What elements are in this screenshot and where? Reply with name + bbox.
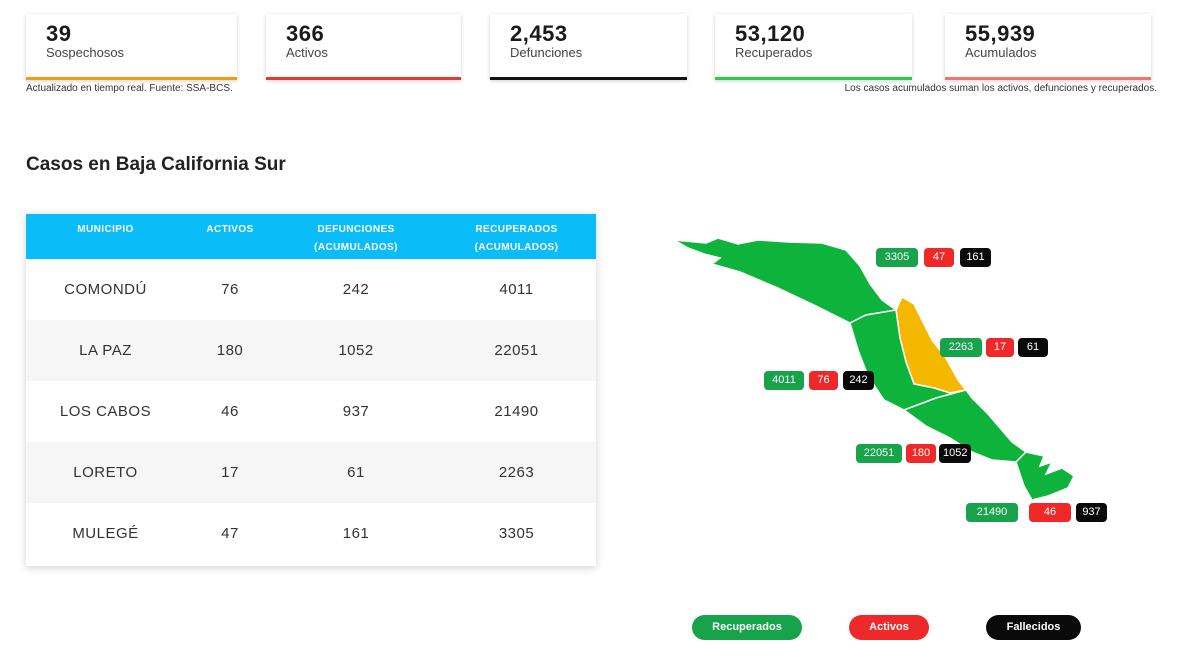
cell-recuperados: 22051 bbox=[494, 342, 539, 359]
stat-underline bbox=[26, 77, 237, 80]
stats-bar: 39 Sospechosos 366 Activos 2,453 Defunci… bbox=[26, 14, 1158, 80]
table-row: LA PAZ 180 1052 22051 bbox=[26, 320, 596, 381]
map-badge-loreto-activos: 17 bbox=[986, 338, 1014, 357]
map-badge-comondu-recuperados: 4011 bbox=[764, 371, 804, 390]
map-region-mulege[interactable] bbox=[673, 237, 898, 324]
stat-underline bbox=[945, 77, 1151, 80]
cell-municipio: LA PAZ bbox=[79, 342, 132, 359]
map-badge-mulege-activos: 47 bbox=[924, 248, 954, 267]
stat-card-acumulados: 55,939 Acumulados bbox=[945, 14, 1151, 80]
stat-underline bbox=[266, 77, 461, 80]
stat-value: 39 bbox=[46, 21, 72, 46]
column-header-municipio: MUNICIPIO bbox=[77, 224, 134, 235]
cell-activos: 180 bbox=[216, 342, 244, 359]
map-badge-mulege-fallecidos: 161 bbox=[960, 248, 991, 267]
column-header-activos: ACTIVOS bbox=[206, 224, 254, 235]
stat-card-recuperados: 53,120 Recuperados bbox=[715, 14, 912, 80]
map-region-los-cabos[interactable] bbox=[1015, 451, 1075, 501]
map-badge-los-cabos-activos: 46 bbox=[1029, 503, 1071, 522]
cell-recuperados: 21490 bbox=[494, 403, 539, 420]
cases-table-card: MUNICIPIO ACTIVOS DEFUNCIONES (ACUMULADO… bbox=[26, 214, 596, 566]
legend-fallecidos: Fallecidos bbox=[986, 615, 1081, 640]
stat-underline bbox=[715, 77, 912, 80]
cell-activos: 47 bbox=[221, 525, 239, 542]
cell-activos: 76 bbox=[221, 281, 239, 298]
map-badge-la-paz-activos: 180 bbox=[906, 444, 936, 463]
map-badge-comondu-activos: 76 bbox=[809, 371, 838, 390]
map-region-la-paz[interactable] bbox=[902, 389, 1028, 463]
stat-underline bbox=[490, 77, 687, 80]
cell-defunciones: 1052 bbox=[338, 342, 374, 359]
cell-defunciones: 61 bbox=[347, 464, 365, 481]
stat-card-activos: 366 Activos bbox=[266, 14, 461, 80]
map-badge-los-cabos-recuperados: 21490 bbox=[966, 503, 1018, 522]
legend-activos: Activos bbox=[849, 615, 929, 640]
map-badge-los-cabos-fallecidos: 937 bbox=[1076, 503, 1107, 522]
cell-defunciones: 242 bbox=[342, 281, 370, 298]
map-badge-loreto-fallecidos: 61 bbox=[1018, 338, 1048, 357]
cell-defunciones: 937 bbox=[342, 403, 370, 420]
stat-card-sospechosos: 39 Sospechosos bbox=[26, 14, 237, 80]
cell-recuperados: 2263 bbox=[498, 464, 535, 481]
stat-value: 366 bbox=[286, 21, 325, 46]
cell-activos: 17 bbox=[221, 464, 239, 481]
table-row: MULEGÉ 47 161 3305 bbox=[26, 503, 596, 564]
cell-recuperados: 3305 bbox=[498, 525, 535, 542]
stat-label: Activos bbox=[286, 45, 328, 60]
map-badge-la-paz-fallecidos: 1052 bbox=[939, 444, 971, 463]
section-title: Casos en Baja California Sur bbox=[26, 154, 286, 175]
cell-defunciones: 161 bbox=[342, 525, 370, 542]
table-row: COMONDÚ 76 242 4011 bbox=[26, 259, 596, 320]
cell-municipio: LORETO bbox=[73, 464, 138, 481]
cell-municipio: COMONDÚ bbox=[64, 281, 147, 298]
table-row: LOS CABOS 46 937 21490 bbox=[26, 381, 596, 442]
legend-recuperados: Recuperados bbox=[692, 615, 802, 640]
accumulated-note: Los casos acumulados suman los activos, … bbox=[844, 83, 1157, 94]
cell-municipio: MULEGÉ bbox=[72, 525, 139, 542]
table-row: LORETO 17 61 2263 bbox=[26, 442, 596, 503]
cases-table: MUNICIPIO ACTIVOS DEFUNCIONES (ACUMULADO… bbox=[26, 214, 596, 564]
map-badge-comondu-fallecidos: 242 bbox=[843, 371, 874, 390]
stat-value: 2,453 bbox=[510, 21, 568, 46]
map-badge-mulege-recuperados: 3305 bbox=[876, 248, 918, 267]
bcs-map bbox=[673, 237, 1075, 501]
stat-value: 53,120 bbox=[735, 21, 806, 46]
cell-recuperados: 4011 bbox=[499, 281, 534, 298]
column-header-defunciones: DEFUNCIONES (ACUMULADOS) bbox=[314, 224, 398, 253]
stat-label: Acumulados bbox=[965, 45, 1037, 60]
stat-card-defunciones: 2,453 Defunciones bbox=[490, 14, 687, 80]
table-header-row: MUNICIPIO ACTIVOS DEFUNCIONES (ACUMULADO… bbox=[26, 214, 596, 259]
cell-activos: 46 bbox=[221, 403, 239, 420]
column-header-recuperados: RECUPERADOS (ACUMULADOS) bbox=[474, 224, 559, 253]
stat-value: 55,939 bbox=[965, 21, 1036, 46]
map-badge-la-paz-recuperados: 22051 bbox=[856, 444, 902, 463]
cell-municipio: LOS CABOS bbox=[59, 403, 152, 420]
stat-label: Recuperados bbox=[735, 45, 813, 60]
stat-label: Sospechosos bbox=[46, 45, 125, 60]
stat-label: Defunciones bbox=[510, 45, 583, 60]
source-note: Actualizado en tiempo real. Fuente: SSA-… bbox=[26, 83, 233, 94]
map-badge-loreto-recuperados: 2263 bbox=[940, 338, 982, 357]
